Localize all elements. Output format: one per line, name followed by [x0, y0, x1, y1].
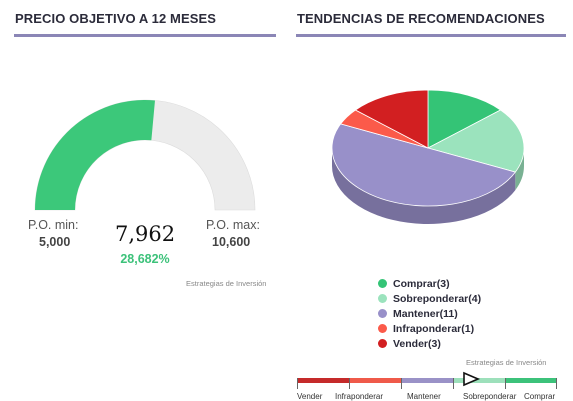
scale-tick	[556, 378, 557, 389]
scale-tick	[297, 378, 298, 389]
scale-segment	[505, 378, 557, 383]
scale-tick	[453, 378, 454, 389]
scale-segment	[297, 378, 349, 383]
scale-label: Comprar	[524, 392, 556, 401]
legend-label: Sobreponderar(4)	[393, 292, 482, 305]
legend-marker	[378, 309, 387, 318]
price-target-panel: PRECIO OBJETIVO A 12 MESES P.O. min: 5,0…	[0, 0, 285, 401]
legend-item[interactable]: Comprar(3)	[378, 276, 481, 291]
gauge-min-label: P.O. min:	[28, 218, 79, 232]
recommendations-title: TENDENCIAS DE RECOMENDACIONES	[297, 11, 545, 26]
recommendations-divider	[296, 34, 566, 37]
pie-slice-side	[332, 148, 516, 224]
legend-label: Comprar(3)	[393, 277, 450, 290]
current-price: 7,962	[115, 222, 176, 246]
price-target-gauge	[34, 99, 256, 211]
scale-label: Mantener	[407, 392, 441, 401]
pie-slice-side	[515, 148, 524, 191]
recommendations-pie-chart	[331, 89, 525, 224]
legend-label: Vender(3)	[393, 337, 441, 350]
legend-item[interactable]: Mantener(11)	[378, 306, 481, 321]
price-target-divider	[14, 34, 276, 37]
scale-label: Infraponderar	[335, 392, 384, 401]
legend-marker	[378, 324, 387, 333]
pie-legend: Comprar(3) Sobreponderar(4) Mantener(11) In…	[378, 276, 481, 351]
recommendations-credit: Estrategias de Inversión	[466, 358, 547, 367]
scale-segment	[349, 378, 401, 383]
legend-marker	[378, 279, 387, 288]
scale-tick	[505, 378, 506, 389]
legend-marker	[378, 339, 387, 348]
gauge-fill	[35, 99, 155, 210]
price-target-credit: Estrategias de Inversión	[186, 279, 267, 288]
price-target-title: PRECIO OBJETIVO A 12 MESES	[15, 11, 217, 26]
scale-label: Sobreponderar	[463, 392, 517, 401]
recommendations-panel: TENDENCIAS DE RECOMENDACIONES Comprar(3)…	[289, 0, 573, 401]
legend-item[interactable]: Vender(3)	[378, 336, 481, 351]
pie-slice[interactable]	[426, 109, 525, 173]
pie-slice[interactable]	[354, 89, 429, 149]
pie-slice[interactable]	[331, 123, 517, 207]
gauge-min-value: 5,000	[39, 235, 71, 249]
scale-marker-icon	[463, 371, 481, 387]
gauge-max-label: P.O. max:	[206, 218, 260, 232]
scale-label: Vender	[297, 392, 323, 401]
scale-tick	[349, 378, 350, 389]
pie-slice[interactable]	[427, 89, 502, 149]
scale-segment	[453, 378, 505, 383]
legend-label: Mantener(11)	[393, 307, 458, 320]
legend-label: Infraponderar(1)	[393, 322, 475, 335]
legend-item[interactable]: Sobreponderar(4)	[378, 291, 481, 306]
legend-marker	[378, 294, 387, 303]
upside-percentage: 28,682%	[120, 252, 170, 266]
scale-segment	[401, 378, 453, 383]
recommendation-scale	[297, 371, 557, 389]
scale-tick	[401, 378, 402, 389]
legend-item[interactable]: Infraponderar(1)	[378, 321, 481, 336]
gauge-max-value: 10,600	[212, 235, 251, 249]
